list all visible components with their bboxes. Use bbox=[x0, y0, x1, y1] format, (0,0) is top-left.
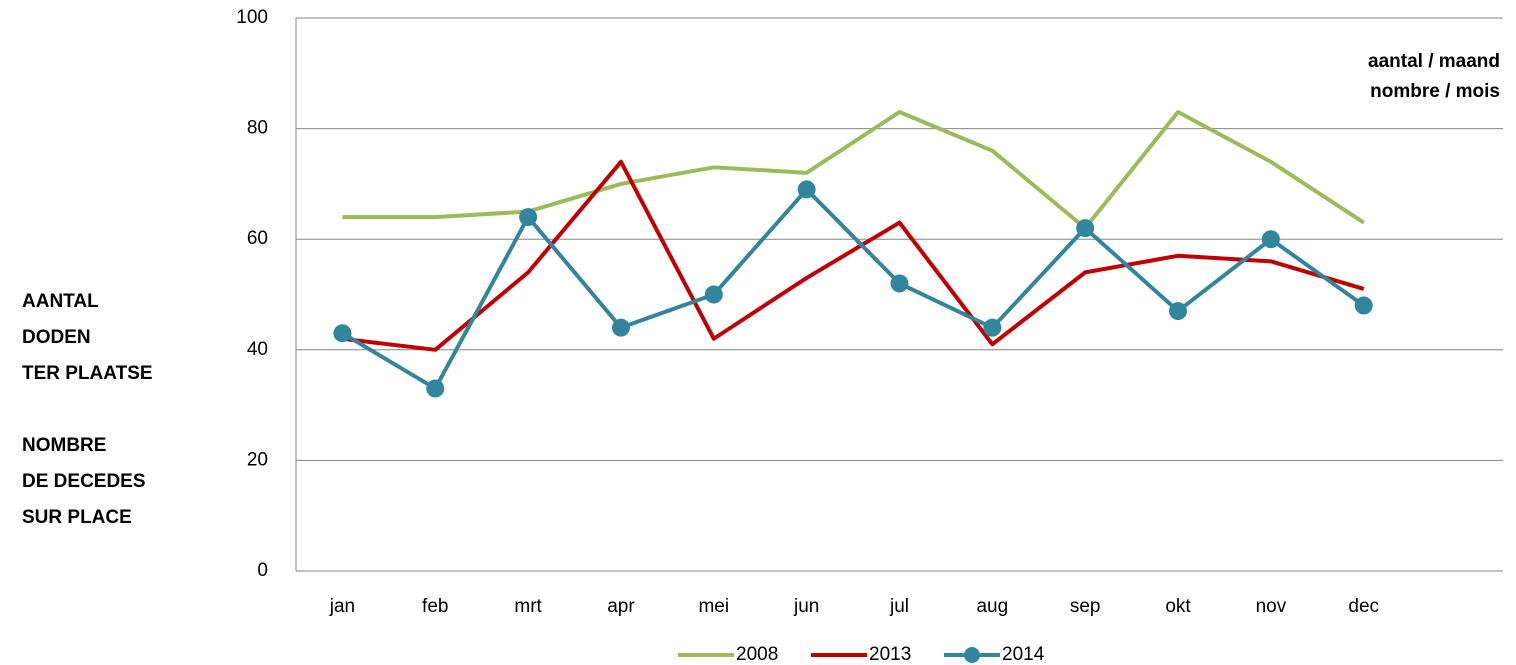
series-line bbox=[342, 110, 1365, 231]
x-tick-label: mei bbox=[698, 596, 729, 617]
series-line bbox=[342, 159, 1365, 352]
x-tick-label: dec bbox=[1348, 596, 1379, 617]
y-axis-label: SUR PLACE bbox=[22, 507, 132, 528]
annotation: aantal / maand bbox=[1368, 51, 1500, 72]
x-tick-label: okt bbox=[1165, 596, 1191, 617]
y-axis-label: NOMBRE bbox=[22, 435, 106, 456]
series-marker bbox=[611, 318, 630, 337]
series-marker bbox=[983, 318, 1002, 337]
x-tick-label: mrt bbox=[514, 596, 542, 617]
y-tick-label: 20 bbox=[247, 449, 268, 470]
x-tick-label: jun bbox=[793, 596, 819, 617]
y-tick-label: 60 bbox=[247, 228, 268, 249]
annotation: nombre / mois bbox=[1370, 81, 1500, 102]
x-tick-label: jan bbox=[329, 596, 355, 617]
x-tick-label: nov bbox=[1256, 596, 1287, 617]
series-marker bbox=[1169, 302, 1188, 321]
x-tick-label: sep bbox=[1070, 596, 1101, 617]
series-marker bbox=[1076, 219, 1095, 238]
x-tick-label: aug bbox=[976, 596, 1008, 617]
y-axis-label: AANTAL bbox=[22, 291, 99, 312]
y-axis-label: DODEN bbox=[22, 327, 91, 348]
legend-label: 2014 bbox=[1002, 644, 1045, 665]
y-tick-label: 40 bbox=[247, 339, 268, 360]
series-marker bbox=[797, 180, 816, 199]
series-marker bbox=[890, 274, 909, 293]
y-tick-label: 80 bbox=[247, 118, 268, 139]
series-line bbox=[341, 187, 1365, 391]
x-tick-label: feb bbox=[422, 596, 448, 617]
series-marker bbox=[519, 208, 538, 227]
legend-label: 2008 bbox=[736, 644, 778, 665]
y-axis-label: TER PLAATSE bbox=[22, 363, 153, 384]
series-marker bbox=[1261, 230, 1280, 249]
y-tick-label: 100 bbox=[236, 7, 268, 28]
series-marker bbox=[426, 379, 445, 398]
series-marker bbox=[1354, 296, 1373, 315]
legend-marker bbox=[964, 647, 980, 663]
x-tick-label: apr bbox=[607, 596, 635, 617]
series-marker bbox=[704, 285, 723, 304]
y-tick-label: 0 bbox=[257, 560, 268, 581]
legend-label: 2013 bbox=[869, 644, 911, 665]
x-tick-label: jul bbox=[889, 596, 909, 617]
series-marker bbox=[333, 324, 352, 343]
y-axis-label: DE DECEDES bbox=[22, 471, 146, 492]
